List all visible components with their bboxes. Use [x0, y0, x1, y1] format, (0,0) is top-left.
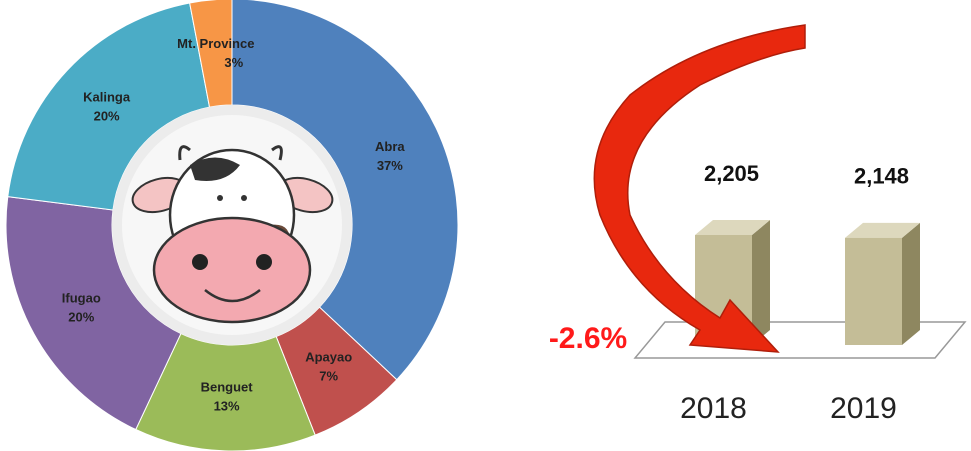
segment-value-label: 7%	[319, 369, 338, 384]
segment-value-label: 3%	[224, 55, 243, 70]
value-label: 2,148	[854, 164, 909, 189]
category-label: 2018	[680, 392, 747, 425]
segment-label: Apayao	[305, 350, 352, 365]
category-label: 2019	[830, 392, 897, 425]
bar-chart: 2,205 2018 2,148 2019	[633, 161, 967, 425]
bar-side	[752, 220, 770, 345]
donut-chart: Abra 37% Apayao 7% Benguet 13% Ifugao 20% Kaling…	[5, 0, 459, 451]
segment-label: Abra	[375, 139, 405, 154]
bar	[845, 237, 902, 345]
segment-label: Mt. Province	[177, 36, 254, 51]
cow-illustration	[112, 105, 352, 345]
bar-side	[902, 222, 920, 345]
segment-value-label: 37%	[377, 158, 403, 173]
value-label: 2,205	[704, 161, 759, 186]
bar-top	[845, 222, 920, 238]
decline-arrow	[593, 24, 806, 353]
segment-label: Kalinga	[83, 90, 131, 105]
change-annotation: -2.6%	[549, 322, 627, 355]
segment-label: Ifugao	[62, 290, 101, 305]
segment-value-label: 13%	[214, 398, 240, 413]
segment-label: Benguet	[201, 379, 254, 394]
bar-top	[695, 220, 770, 235]
segment-value-label: 20%	[94, 109, 120, 124]
segment-value-label: 20%	[68, 309, 94, 324]
